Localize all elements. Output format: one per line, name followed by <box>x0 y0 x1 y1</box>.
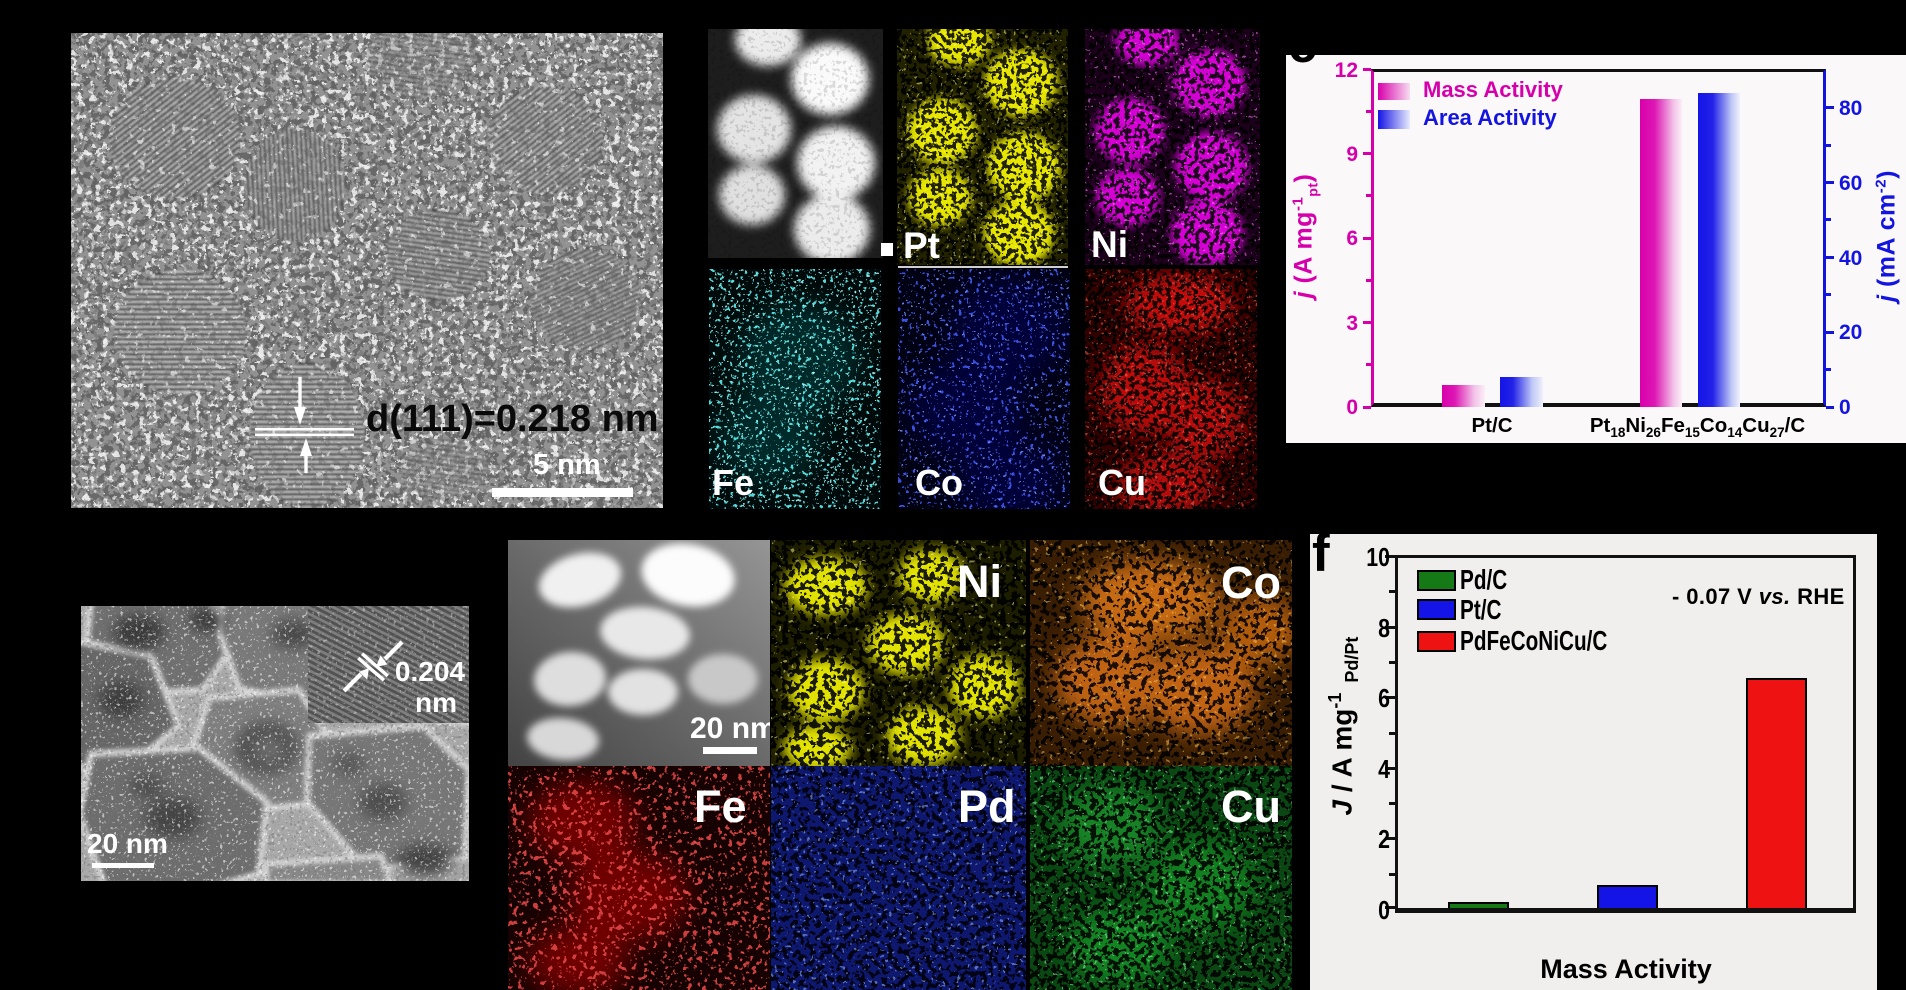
svg-text:5 nm: 5 nm <box>533 449 601 481</box>
svg-text:Co: Co <box>915 462 963 503</box>
svg-text:20 nm: 20 nm <box>690 712 770 745</box>
svg-text:Cu: Cu <box>1098 462 1146 503</box>
svg-text:Ni: Ni <box>957 556 1002 607</box>
svg-text:Pd: Pd <box>958 781 1016 832</box>
svg-text:0.204: 0.204 <box>395 656 465 687</box>
svg-text:Co: Co <box>1221 557 1281 608</box>
svg-text:Fe: Fe <box>712 462 754 503</box>
svg-text:nm: nm <box>415 687 457 718</box>
svg-text:Pt: Pt <box>903 225 940 265</box>
svg-text:d(111)=0.218 nm: d(111)=0.218 nm <box>366 398 659 440</box>
svg-text:Fe: Fe <box>694 781 747 832</box>
svg-text:Cu: Cu <box>1221 781 1281 832</box>
svg-text:Ni: Ni <box>1091 224 1128 265</box>
svg-text:20 nm: 20 nm <box>87 828 168 859</box>
